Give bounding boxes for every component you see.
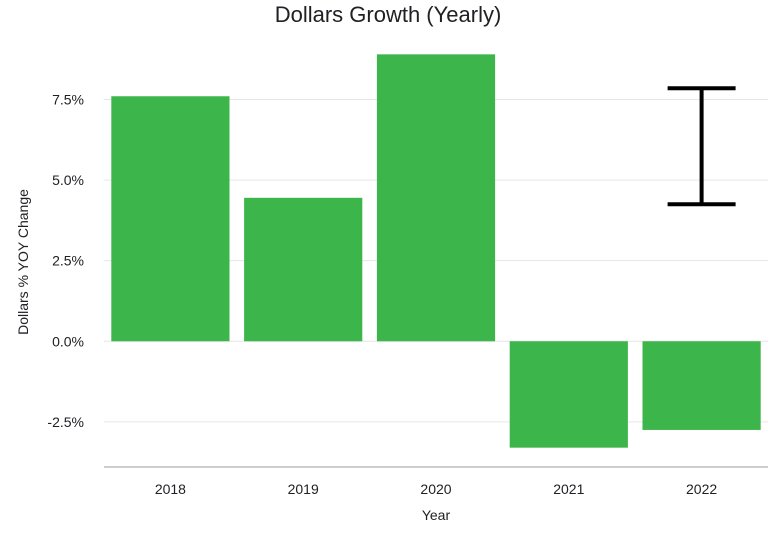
y-tick-label: 0.0% xyxy=(52,333,84,349)
x-tick-label: 2019 xyxy=(288,481,319,497)
x-axis-label: Year xyxy=(422,507,451,523)
y-tick-label: -2.5% xyxy=(47,414,84,430)
x-tick-label: 2021 xyxy=(553,481,584,497)
bar-2020 xyxy=(376,54,496,342)
x-tick-label: 2022 xyxy=(686,481,717,497)
chart-title: Dollars Growth (Yearly) xyxy=(275,2,502,27)
y-axis-label: Dollars % YOY Change xyxy=(15,189,31,335)
bar-2019 xyxy=(244,197,363,342)
error-bars xyxy=(667,86,736,207)
x-tick-label: 2018 xyxy=(155,481,186,497)
y-tick-label: 5.0% xyxy=(52,172,84,188)
bars xyxy=(111,54,761,448)
y-axis-ticks: -2.5% 0.0% 2.5% 5.0% 7.5% xyxy=(47,91,84,429)
bar-2022 xyxy=(642,341,761,430)
bar-2021 xyxy=(509,341,628,448)
y-tick-label: 2.5% xyxy=(52,253,84,269)
x-axis-ticks: 2018 2019 2020 2021 2022 xyxy=(155,481,718,497)
bar-2018 xyxy=(111,96,230,342)
y-tick-label: 7.5% xyxy=(52,91,84,107)
x-tick-label: 2020 xyxy=(420,481,451,497)
